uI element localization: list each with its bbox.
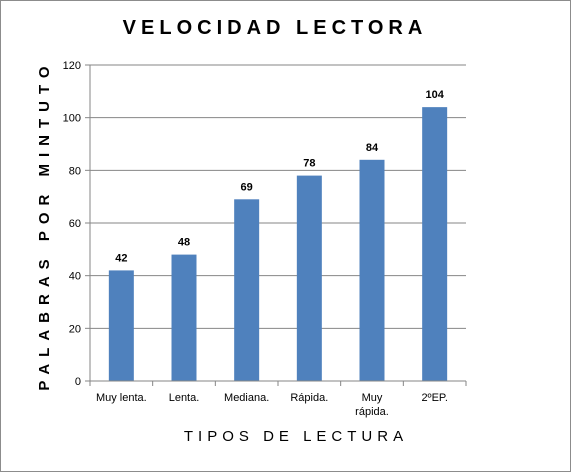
data-label: 69 (241, 181, 253, 193)
y-tick-label: 60 (69, 218, 81, 230)
x-tick-label: Mediana. (224, 392, 269, 404)
x-axis-title: TIPOS DE LECTURA (184, 428, 408, 445)
x-tick-label: 2ºEP. (421, 392, 447, 404)
y-tick-label: 40 (69, 271, 81, 283)
data-label: 84 (366, 142, 379, 154)
data-label: 48 (178, 237, 190, 249)
data-label: 42 (115, 252, 127, 264)
chart-title: VELOCIDAD LECTORA (123, 17, 428, 39)
x-tick-label: rápida. (355, 406, 389, 418)
bar (359, 159, 385, 381)
data-labels: 42 48 69 78 84 104 (115, 89, 445, 264)
data-label: 78 (303, 158, 315, 170)
y-axis-title: PALABRAS POR MINTUTO (36, 59, 53, 390)
x-tick-label: Muy (362, 392, 383, 404)
x-tick-label: Muy lenta. (96, 392, 147, 404)
y-tick-label: 0 (75, 376, 81, 388)
y-tick-label: 120 (63, 60, 81, 72)
bar (108, 270, 134, 381)
gridlines (90, 64, 466, 329)
x-tick-label: Rápida. (290, 392, 328, 404)
bar (422, 107, 448, 381)
y-tick-label: 80 (69, 165, 81, 177)
axes (85, 64, 467, 386)
y-tick-label: 20 (69, 323, 81, 335)
bars (108, 107, 448, 381)
y-tick-labels: 0 20 40 60 80 100 120 (63, 60, 81, 388)
data-label: 104 (425, 89, 444, 101)
x-tick-label: Lenta. (169, 392, 200, 404)
bar (234, 199, 260, 381)
bar (171, 254, 197, 381)
y-tick-label: 100 (63, 113, 81, 125)
x-tick-labels: Muy lenta. Lenta. Mediana. Rápida. Muy rápida… (96, 392, 448, 418)
bar (296, 175, 322, 381)
